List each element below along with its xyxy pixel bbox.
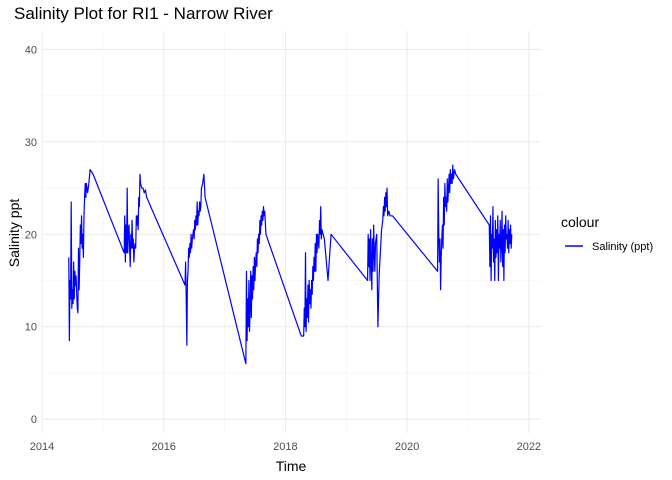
chart-title: Salinity Plot for RI1 - Narrow River [14, 4, 273, 23]
x-axis-title: Time [276, 458, 307, 474]
x-tick-label-2018: 2018 [273, 441, 297, 453]
y-tick-label-20: 20 [25, 229, 37, 241]
y-tick-label-40: 40 [25, 44, 37, 56]
minor-gridlines [42, 31, 541, 433]
x-tick-label-2020: 2020 [395, 441, 419, 453]
x-tick-label-2022: 2022 [517, 441, 541, 453]
series-line-salinity [68, 164, 513, 365]
legend-title: colour [561, 214, 599, 230]
y-tick-label-30: 30 [25, 137, 37, 149]
legend: colour Salinity (ppt) [561, 214, 653, 253]
x-axis-tick-labels: 2014 2016 2018 2020 2022 [30, 441, 541, 453]
y-tick-label-0: 0 [31, 414, 37, 426]
series-layer [68, 164, 513, 365]
y-axis-title: Salinity ppt [6, 199, 22, 268]
x-tick-label-2016: 2016 [151, 441, 175, 453]
legend-label-salinity: Salinity (ppt) [592, 241, 653, 253]
x-tick-label-2014: 2014 [30, 441, 54, 453]
y-axis-tick-labels: 0 10 20 30 40 [25, 44, 37, 426]
y-tick-label-10: 10 [25, 322, 37, 334]
